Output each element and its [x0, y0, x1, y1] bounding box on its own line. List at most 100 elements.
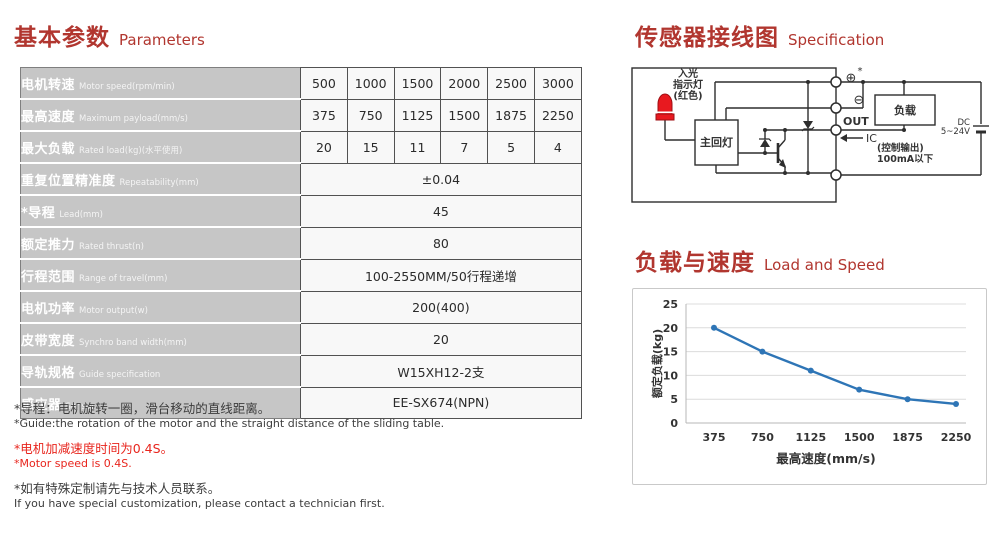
table-row: 导轨规格 Guide specification W15XH12-2支	[20, 354, 582, 388]
row-label-zh: 最高速度	[21, 109, 76, 125]
y-tick-label: 25	[663, 298, 678, 311]
value-cell: 500	[300, 67, 348, 100]
wiring-heading: 传感器接线图 Specification	[635, 18, 884, 52]
row-label: 电机功率 Motor output(w)	[20, 291, 301, 324]
footnote: *如有特殊定制请先与技术人员联系。 If you have special cus…	[14, 481, 444, 511]
footnote-zh: *导程：电机旋转一圈，滑台移动的直线距离。	[14, 401, 271, 416]
load-speed-chart-box: 0 5 10 15 20 25 375 750 1125 1500 1875 2250 最高速度(mm/…	[632, 288, 987, 485]
wiring-title-zh: 传感器接线图	[635, 25, 779, 51]
y-axis-title: 额定负载(kg)	[650, 329, 664, 398]
value-cell-merged: ±0.04	[300, 162, 582, 196]
row-label-en: Motor speed(rpm/min)	[79, 81, 175, 92]
data-point	[953, 400, 959, 407]
value-cell: 375	[300, 98, 348, 132]
sensor-body-outline	[631, 67, 837, 203]
value-cell: 5	[487, 130, 535, 164]
x-tick-label: 1875	[892, 431, 923, 444]
parameters-table: 电机转速 Motor speed(rpm/min) 500 1000 1500 2000 2…	[20, 67, 582, 419]
row-label-en: Synchro band width(mm)	[79, 337, 187, 348]
value-cell: 4	[533, 130, 582, 164]
row-label-zh: 电机转速	[21, 77, 76, 93]
value-cell: 20	[300, 130, 348, 164]
terminal-plus	[830, 76, 842, 88]
led-label-line1: 入光	[678, 67, 698, 80]
value-cell-merged: EE-SX674(NPN)	[300, 386, 582, 419]
value-cell-merged: 200(400)	[300, 290, 582, 324]
value-cell: 11	[393, 130, 442, 164]
row-label-zh: 电机功率	[21, 301, 76, 317]
table-row: 行程范围 Range of travel(mm) 100-2550MM/50行程递增	[20, 258, 582, 292]
ic-label: IC	[866, 132, 877, 145]
table-row: 额定推力 Rated thrust(n) 80	[20, 226, 582, 260]
load-label: 负载	[894, 103, 916, 117]
footnote: *导程：电机旋转一圈，滑台移动的直线距离。 *Guide:the rotation…	[14, 401, 444, 431]
led-indicator-icon	[655, 93, 675, 121]
value-cell-merged: W15XH12-2支	[300, 354, 582, 388]
minus-terminal-symbol: ⊖	[854, 93, 865, 108]
row-label: 最高速度 Maximum payload(mm/s)	[20, 99, 301, 132]
table-row: 最大负载 Rated load(kg)(水平使用) 20 15 11 7 5 4	[20, 130, 582, 164]
footnote-en: *Motor speed is 0.4S.	[14, 457, 132, 471]
load-speed-title-zh: 负载与速度	[635, 250, 755, 276]
y-tick-label: 10	[663, 369, 679, 382]
value-cell: 7	[440, 130, 489, 164]
main-circuit-label: 主回灯	[700, 135, 733, 149]
terminal-0v	[830, 169, 842, 181]
table-row: 重复位置精准度 Repeatability(mm) ±0.04	[20, 162, 582, 196]
row-label: 重复位置精准度 Repeatability(mm)	[20, 163, 301, 196]
plus-star-mark: *	[858, 66, 863, 77]
table-row: 皮带宽度 Synchro band width(mm) 20	[20, 322, 582, 356]
footnote: *电机加减速度时间为0.4S。 *Motor speed is 0.4S.	[14, 441, 444, 471]
terminal-minus	[830, 102, 842, 114]
load-speed-heading: 负载与速度 Load and Speed	[635, 243, 885, 277]
data-point	[711, 324, 717, 331]
row-label-zh: 行程范围	[21, 269, 76, 285]
table-row: 电机功率 Motor output(w) 200(400)	[20, 290, 582, 324]
x-axis-title: 最高速度(mm/s)	[776, 451, 875, 466]
footnote-zh: *如有特殊定制请先与技术人员联系。	[14, 481, 221, 496]
row-label-en: Repeatability(mm)	[119, 177, 199, 188]
row-label-en: Motor output(w)	[79, 305, 148, 316]
row-label-en: Rated thrust(n)	[79, 241, 144, 252]
footnote-zh: *电机加减速度时间为0.4S。	[14, 441, 174, 456]
table-row: 感应器 Sensor EE-SX674(NPN)	[20, 386, 582, 419]
row-label-en: Lead(mm)	[59, 209, 103, 220]
plus-terminal-symbol: ⊕	[846, 71, 857, 86]
row-label-zh: 导轨规格	[21, 365, 76, 381]
value-cell: 2500	[487, 67, 535, 100]
parameters-title-zh: 基本参数	[14, 25, 110, 51]
value-cell: 1000	[346, 67, 395, 100]
load-speed-chart: 0 5 10 15 20 25 375 750 1125 1500 1875 2250 最高速度(mm/…	[650, 298, 972, 466]
value-cell-merged: 80	[300, 226, 582, 260]
row-label: 皮带宽度 Synchro band width(mm)	[20, 323, 301, 356]
footnote-en: *Guide:the rotation of the motor and the…	[14, 417, 445, 431]
row-label-zh: 额定推力	[21, 237, 76, 253]
y-tick-label: 0	[670, 417, 678, 430]
y-tick-label: 15	[663, 346, 678, 359]
sensor-wiring-diagram: 入光 指示灯 (红色) 主回灯 负载 ⊕ * ⊖ OUT IC (控制输出) 1…	[631, 66, 989, 203]
parameters-table-body: 电机转速 Motor speed(rpm/min) 500 1000 1500 2000 2…	[20, 67, 582, 419]
y-tick-label: 5	[670, 393, 678, 406]
table-row: 电机转速 Motor speed(rpm/min) 500 1000 1500 2000 2…	[20, 67, 582, 100]
row-label: 电机转速 Motor speed(rpm/min)	[20, 67, 301, 100]
row-label: 最大负载 Rated load(kg)(水平使用)	[20, 131, 301, 164]
control-output-label-line2: 100mA以下	[877, 154, 934, 165]
zener-diode-icon	[803, 121, 813, 129]
value-cell-merged: 100-2550MM/50行程递增	[300, 258, 582, 292]
dc-label-line2: 5~24V	[941, 127, 970, 137]
value-cell: 2250	[533, 98, 582, 132]
transistor-emitter-arrow-icon	[779, 159, 786, 168]
row-label-en: Maximum payload(mm/s)	[79, 113, 188, 124]
value-cell: 15	[346, 130, 395, 164]
row-label: 行程范围 Range of travel(mm)	[20, 259, 301, 292]
y-tick-label: 20	[663, 322, 679, 335]
led-label-line2: 指示灯	[673, 78, 703, 91]
terminal-out	[830, 124, 842, 136]
zener-diode-icon	[760, 139, 770, 147]
footnote-en: If you have special customization, pleas…	[14, 497, 385, 511]
value-cell: 1500	[393, 67, 442, 100]
load-speed-title-en: Load and Speed	[764, 256, 885, 274]
control-output-label-line1: (控制输出)	[877, 142, 924, 154]
dc-label-line1: DC	[958, 118, 971, 128]
